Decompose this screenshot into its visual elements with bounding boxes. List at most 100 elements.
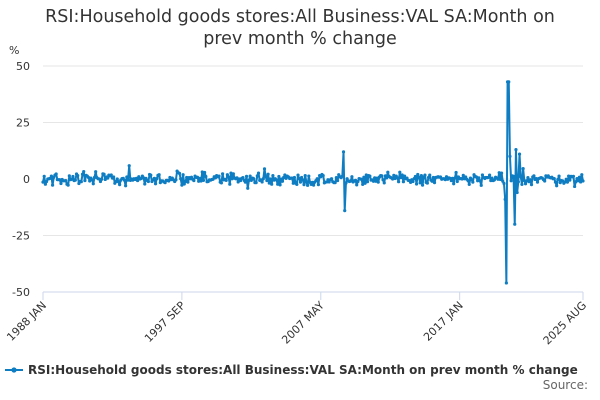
data-point xyxy=(226,175,231,179)
data-point xyxy=(376,180,380,184)
data-point xyxy=(381,178,385,182)
data-point xyxy=(195,175,200,179)
data-point xyxy=(431,175,435,180)
data-point xyxy=(385,176,389,180)
data-point xyxy=(363,181,367,185)
data-point xyxy=(529,183,534,187)
data-point xyxy=(252,177,256,181)
data-point xyxy=(71,174,75,179)
data-point xyxy=(127,164,131,168)
data-point xyxy=(265,178,269,183)
data-point xyxy=(197,179,201,183)
data-point xyxy=(303,174,307,178)
data-point xyxy=(454,170,458,175)
data-point xyxy=(528,178,532,182)
data-point xyxy=(306,183,310,187)
data-point xyxy=(241,176,245,180)
data-point xyxy=(568,178,572,182)
data-point xyxy=(414,182,419,186)
data-point xyxy=(280,179,285,183)
data-point xyxy=(450,176,455,180)
data-point xyxy=(181,173,185,177)
data-point xyxy=(124,184,128,188)
data-point xyxy=(496,177,500,181)
data-point xyxy=(103,177,107,182)
data-point xyxy=(312,183,316,187)
data-point xyxy=(499,171,504,175)
data-point xyxy=(146,179,150,184)
data-point xyxy=(419,174,423,178)
legend[interactable]: RSI:Household goods stores:All Business:… xyxy=(4,362,578,378)
data-point xyxy=(301,178,305,182)
data-point xyxy=(243,180,247,184)
data-point xyxy=(304,180,309,184)
chart-title: RSI:Household goods stores:All Business:… xyxy=(0,6,600,50)
data-point xyxy=(398,170,402,174)
data-point xyxy=(479,183,483,187)
data-point xyxy=(478,179,482,183)
data-point xyxy=(503,197,507,201)
data-point xyxy=(228,182,232,186)
data-point xyxy=(153,182,158,186)
data-point xyxy=(508,154,512,158)
data-point xyxy=(375,176,379,180)
data-point xyxy=(82,169,86,174)
y-axis-label: % xyxy=(9,44,20,57)
data-point xyxy=(535,180,540,184)
data-point xyxy=(329,177,334,181)
y-tick-label: 0 xyxy=(23,173,30,186)
data-point xyxy=(476,179,480,183)
data-point xyxy=(526,176,530,180)
data-point xyxy=(577,175,582,179)
data-point xyxy=(300,175,304,180)
data-point xyxy=(264,174,268,179)
data-point xyxy=(315,177,319,181)
x-tick-label: 1988 JAN xyxy=(4,299,49,344)
data-point xyxy=(64,178,68,183)
x-tick-label: 2025 AUG xyxy=(541,299,590,348)
data-point xyxy=(522,178,526,183)
data-point xyxy=(248,174,252,178)
data-point xyxy=(552,176,556,181)
data-point xyxy=(340,174,344,178)
data-point xyxy=(359,177,364,181)
data-point xyxy=(425,181,429,185)
data-point xyxy=(380,174,384,178)
data-point xyxy=(321,174,325,178)
data-point xyxy=(480,173,485,177)
data-point xyxy=(523,182,528,186)
data-point xyxy=(350,175,354,179)
data-point xyxy=(368,174,372,178)
data-point xyxy=(116,180,121,184)
data-point xyxy=(428,173,432,177)
y-tick-label: 25 xyxy=(16,117,30,130)
data-point xyxy=(461,173,465,177)
data-point xyxy=(42,174,46,178)
data-point xyxy=(185,175,189,180)
data-point xyxy=(141,176,146,180)
data-point xyxy=(443,178,447,182)
data-point xyxy=(470,178,474,182)
chart-title-line-1: RSI:Household goods stores:All Business:… xyxy=(45,7,555,27)
data-point xyxy=(310,180,314,184)
data-point xyxy=(115,177,119,181)
data-point xyxy=(509,179,513,183)
data-point xyxy=(97,177,101,181)
data-point xyxy=(333,181,337,185)
data-point xyxy=(355,183,359,187)
data-point xyxy=(143,182,147,186)
data-point xyxy=(543,179,547,183)
data-point xyxy=(278,183,282,187)
data-point xyxy=(49,174,53,178)
data-point xyxy=(83,178,87,183)
data-point xyxy=(73,178,77,182)
data-point xyxy=(571,174,576,178)
data-point xyxy=(177,171,182,175)
data-point xyxy=(203,170,207,175)
data-point xyxy=(79,180,83,184)
data-point xyxy=(266,172,270,176)
data-point xyxy=(316,183,320,187)
data-point xyxy=(356,179,360,184)
data-point xyxy=(532,174,536,178)
x-tick-label: 2017 JAN xyxy=(421,299,466,344)
